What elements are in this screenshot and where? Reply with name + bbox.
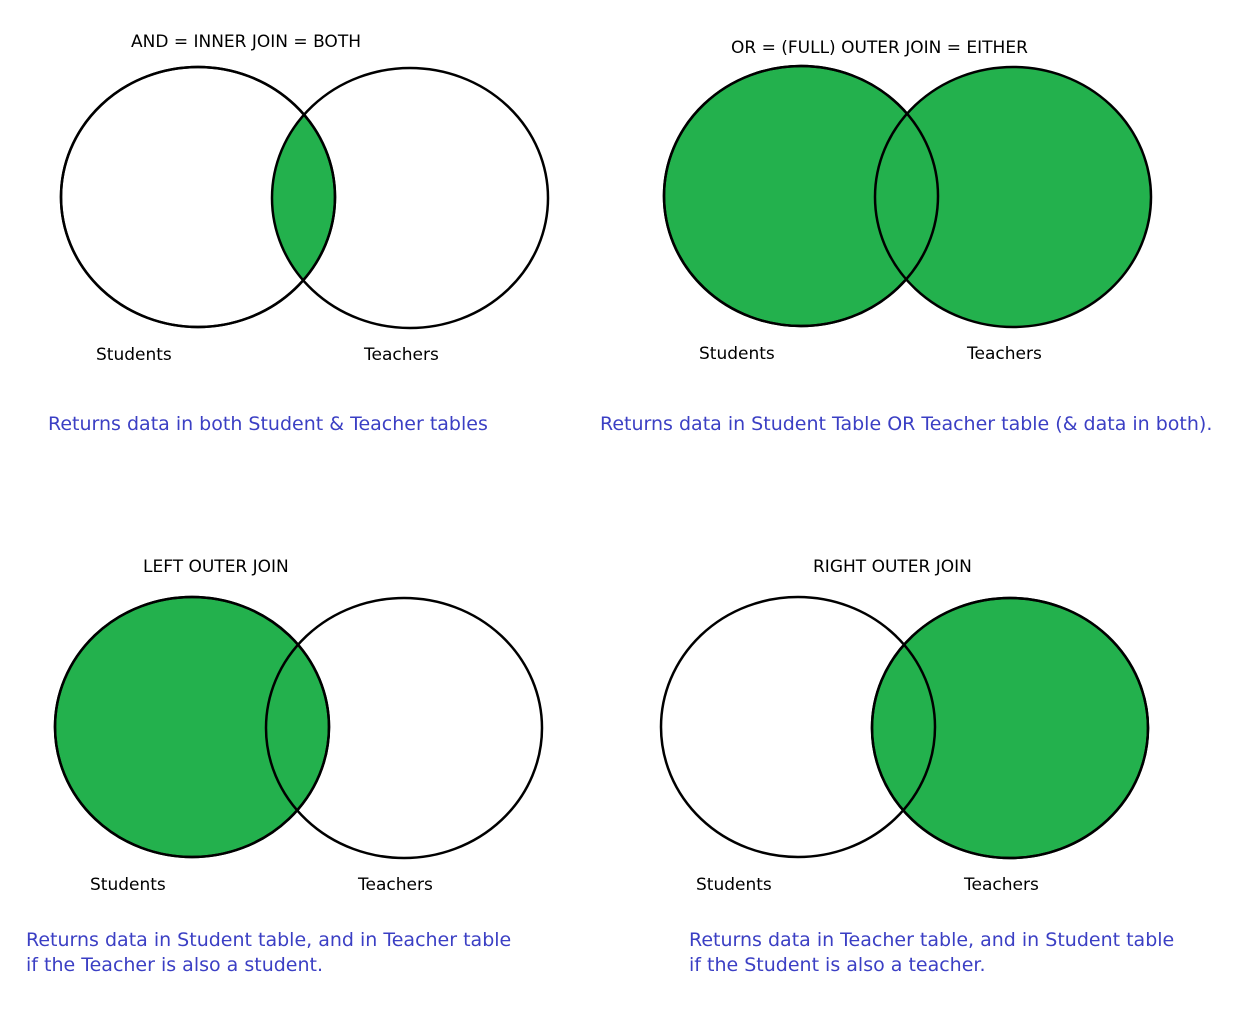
teachers-label: Teachers <box>357 875 433 895</box>
panel-left-outer-join: LEFT OUTER JOIN Students Teachers Return… <box>26 557 544 976</box>
teachers-circle <box>270 66 550 330</box>
panel-inner-join: AND = INNER JOIN = BOTH Students Teacher… <box>48 32 550 435</box>
venn-right <box>659 595 1150 860</box>
caption: Returns data in Student table, and in Te… <box>26 929 517 976</box>
caption-line: Returns data in Teacher table, and in St… <box>689 929 1174 951</box>
venn-full <box>662 64 1153 329</box>
students-circle-outline <box>59 65 337 329</box>
teachers-circle <box>873 65 1153 329</box>
teachers-label: Teachers <box>966 344 1042 364</box>
teachers-circle <box>264 596 544 860</box>
caption: Returns data in Student Table OR Teacher… <box>600 413 1212 435</box>
teachers-circle-outline <box>870 596 1150 860</box>
teachers-label: Teachers <box>363 345 439 365</box>
students-circle <box>53 595 331 859</box>
intersection-region <box>272 68 335 327</box>
students-circle-outline <box>53 595 331 859</box>
caption-line: Returns data in Student table, and in Te… <box>26 929 511 951</box>
panel-title: AND = INNER JOIN = BOTH <box>131 32 361 52</box>
students-circle-outline <box>662 64 940 328</box>
venn-left <box>53 595 544 860</box>
caption-line: if the Student is also a teacher. <box>689 954 986 976</box>
students-label: Students <box>696 875 772 895</box>
panel-title: RIGHT OUTER JOIN <box>813 557 972 577</box>
caption: Returns data in Teacher table, and in St… <box>689 929 1180 976</box>
venn-inner <box>59 65 550 330</box>
caption-line: if the Teacher is also a student. <box>26 954 323 976</box>
teachers-label: Teachers <box>963 875 1039 895</box>
panel-full-outer-join: OR = (FULL) OUTER JOIN = EITHER Students… <box>600 38 1212 435</box>
caption-line: Returns data in Student Table OR Teacher… <box>600 413 1212 435</box>
students-label: Students <box>699 344 775 364</box>
students-label: Students <box>96 345 172 365</box>
students-label: Students <box>90 875 166 895</box>
caption-line: Returns data in both Student & Teacher t… <box>48 413 488 435</box>
students-circle <box>659 595 937 859</box>
panel-right-outer-join: RIGHT OUTER JOIN Students Teachers Retur… <box>659 557 1180 976</box>
panel-title: OR = (FULL) OUTER JOIN = EITHER <box>731 38 1028 58</box>
teachers-circle <box>870 596 1150 860</box>
panel-title: LEFT OUTER JOIN <box>143 557 289 577</box>
caption: Returns data in both Student & Teacher t… <box>48 413 488 435</box>
